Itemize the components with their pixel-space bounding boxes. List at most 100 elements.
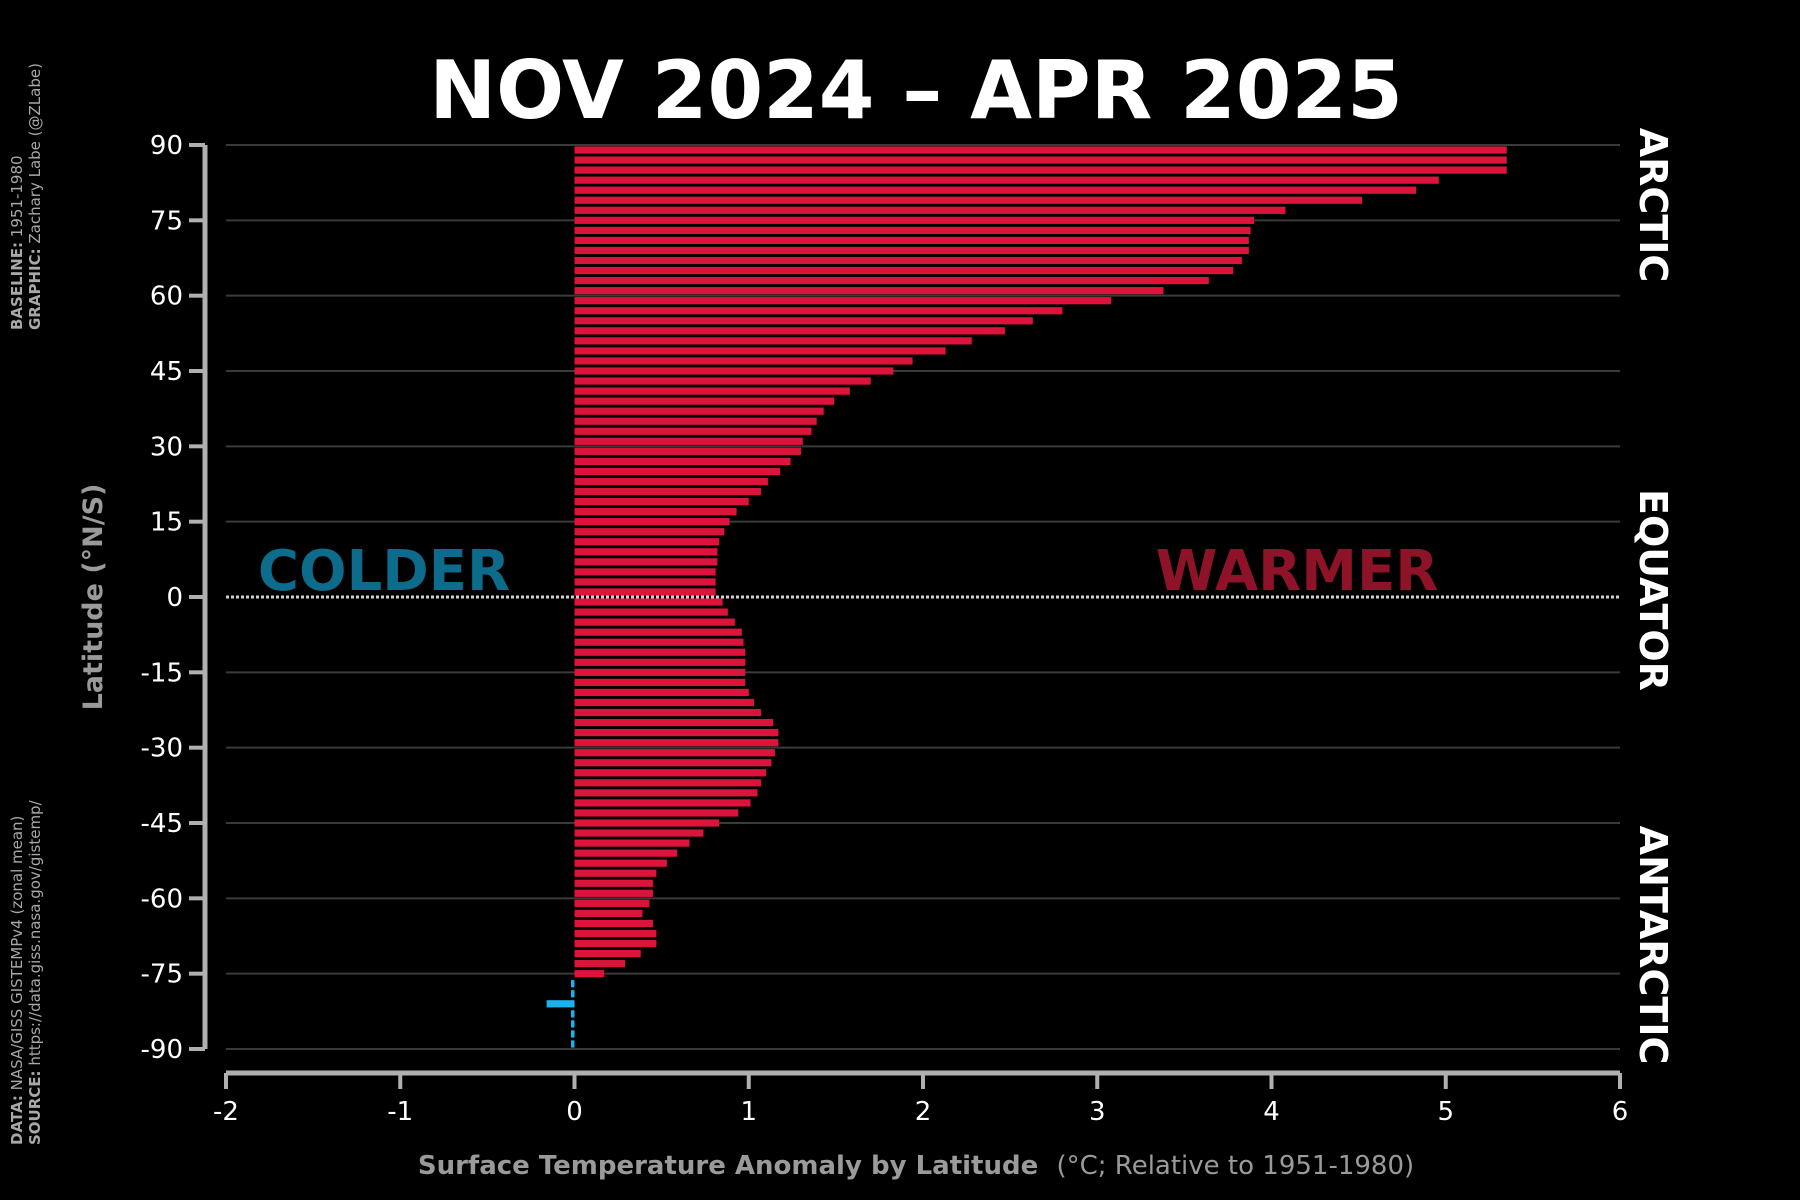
- bar: [574, 729, 779, 737]
- bar: [574, 337, 972, 345]
- y-axis-label: Latitude (°N/S): [78, 484, 109, 711]
- y-tick-label: -45: [141, 809, 183, 839]
- y-tick-label: 30: [150, 432, 183, 462]
- bar: [574, 618, 735, 626]
- bar: [574, 277, 1209, 285]
- y-tick-label: 60: [150, 282, 183, 312]
- bar: [574, 528, 725, 536]
- bar: [574, 949, 641, 958]
- bar: [574, 417, 817, 425]
- x-axis-label-units: (°C; Relative to 1951-1980): [1056, 1151, 1414, 1181]
- bar: [574, 960, 626, 968]
- bar: [574, 819, 720, 827]
- graphic-label: GRAPHIC:: [26, 248, 44, 330]
- bar: [574, 327, 1005, 335]
- bar: [571, 1040, 575, 1048]
- bar: [574, 538, 720, 546]
- bar: [574, 879, 653, 887]
- bar: [574, 347, 946, 355]
- bar: [574, 668, 746, 676]
- x-axis-label-bold: Surface Temperature Anomaly by Latitude: [418, 1151, 1038, 1181]
- bars: [546, 146, 1507, 1048]
- x-tick-label: 3: [1089, 1097, 1106, 1127]
- region-label-antarctic: ANTARCTIC: [1631, 826, 1675, 1065]
- bar: [574, 809, 739, 817]
- bar: [571, 1020, 575, 1028]
- axes: [189, 143, 1622, 1089]
- graphic-value: Zachary Labe (@ZLabe): [26, 63, 44, 248]
- bar: [546, 1000, 575, 1008]
- bar: [574, 397, 835, 405]
- x-tick-label: 0: [566, 1097, 583, 1127]
- bar: [574, 588, 716, 596]
- bar: [574, 206, 1286, 214]
- bar: [574, 839, 690, 847]
- y-tick-labels: 90 75 60 45 30 15 0 -15 -30 -45 -60 -75 -90: [141, 131, 183, 1065]
- bar: [574, 608, 728, 616]
- source-value: https://data.giss.nasa.gov/gistemp/: [26, 799, 44, 1070]
- region-label-arctic: ARCTIC: [1631, 128, 1675, 283]
- bar: [574, 558, 718, 566]
- bar: [574, 578, 716, 586]
- gridlines: [226, 144, 1620, 1050]
- bar: [574, 739, 779, 747]
- bar: [574, 718, 774, 727]
- warmer-label: WARMER: [1156, 539, 1439, 604]
- bar: [574, 688, 749, 697]
- bar: [571, 1030, 575, 1038]
- bar: [574, 156, 1507, 164]
- credit-baseline-graphic: BASELINE: 1951-1980: [8, 155, 26, 330]
- y-tick-label: -75: [141, 960, 183, 990]
- bar: [574, 186, 1417, 194]
- bar: [574, 457, 791, 465]
- bar: [574, 447, 802, 455]
- bar: [574, 919, 653, 928]
- bar: [574, 779, 761, 787]
- y-tick-label: 75: [150, 206, 183, 236]
- x-tick-label: -1: [387, 1097, 413, 1127]
- bar: [574, 487, 761, 496]
- x-axis-label: Surface Temperature Anomaly by Latitude …: [418, 1151, 1414, 1181]
- bar: [574, 246, 1249, 255]
- baseline-value: 1951-1980: [8, 155, 26, 242]
- bar: [574, 497, 749, 506]
- bar: [574, 216, 1255, 224]
- x-tick-label: 6: [1612, 1097, 1629, 1127]
- bar: [574, 708, 761, 717]
- y-tick-label: 45: [150, 357, 183, 387]
- x-tick-labels: -2 -1 0 1 2 3 4 5 6: [213, 1097, 1628, 1127]
- bar: [574, 909, 643, 917]
- bar: [574, 377, 871, 385]
- bar: [574, 367, 894, 375]
- bar: [574, 256, 1242, 265]
- bar: [574, 799, 751, 807]
- y-tick-label: -30: [141, 734, 183, 764]
- bar: [574, 769, 767, 777]
- x-tick-label: -2: [213, 1097, 239, 1127]
- bar: [574, 970, 605, 978]
- bar: [574, 628, 742, 636]
- bar: [574, 407, 824, 415]
- bar: [574, 568, 716, 576]
- bar: [574, 176, 1439, 184]
- x-tick-label: 4: [1263, 1097, 1280, 1127]
- region-label-equator: EQUATOR: [1631, 489, 1675, 691]
- bar: [574, 427, 812, 435]
- bar: [574, 297, 1112, 305]
- bar: [571, 1010, 575, 1018]
- credit-data: DATA: NASA/GISS GISTEMPv4 (zonal mean): [8, 816, 26, 1145]
- bar: [574, 698, 754, 707]
- bar: [574, 929, 657, 938]
- x-tick-label: 2: [915, 1097, 932, 1127]
- data-label: DATA:: [8, 1095, 26, 1145]
- bar: [574, 266, 1234, 275]
- bar: [574, 638, 744, 646]
- bar: [574, 508, 737, 516]
- baseline-label: BASELINE:: [8, 242, 26, 330]
- bar: [574, 307, 1063, 315]
- bar: [574, 829, 704, 837]
- bar: [571, 980, 575, 988]
- bar: [574, 236, 1249, 245]
- bar: [574, 518, 730, 526]
- bar: [574, 849, 678, 857]
